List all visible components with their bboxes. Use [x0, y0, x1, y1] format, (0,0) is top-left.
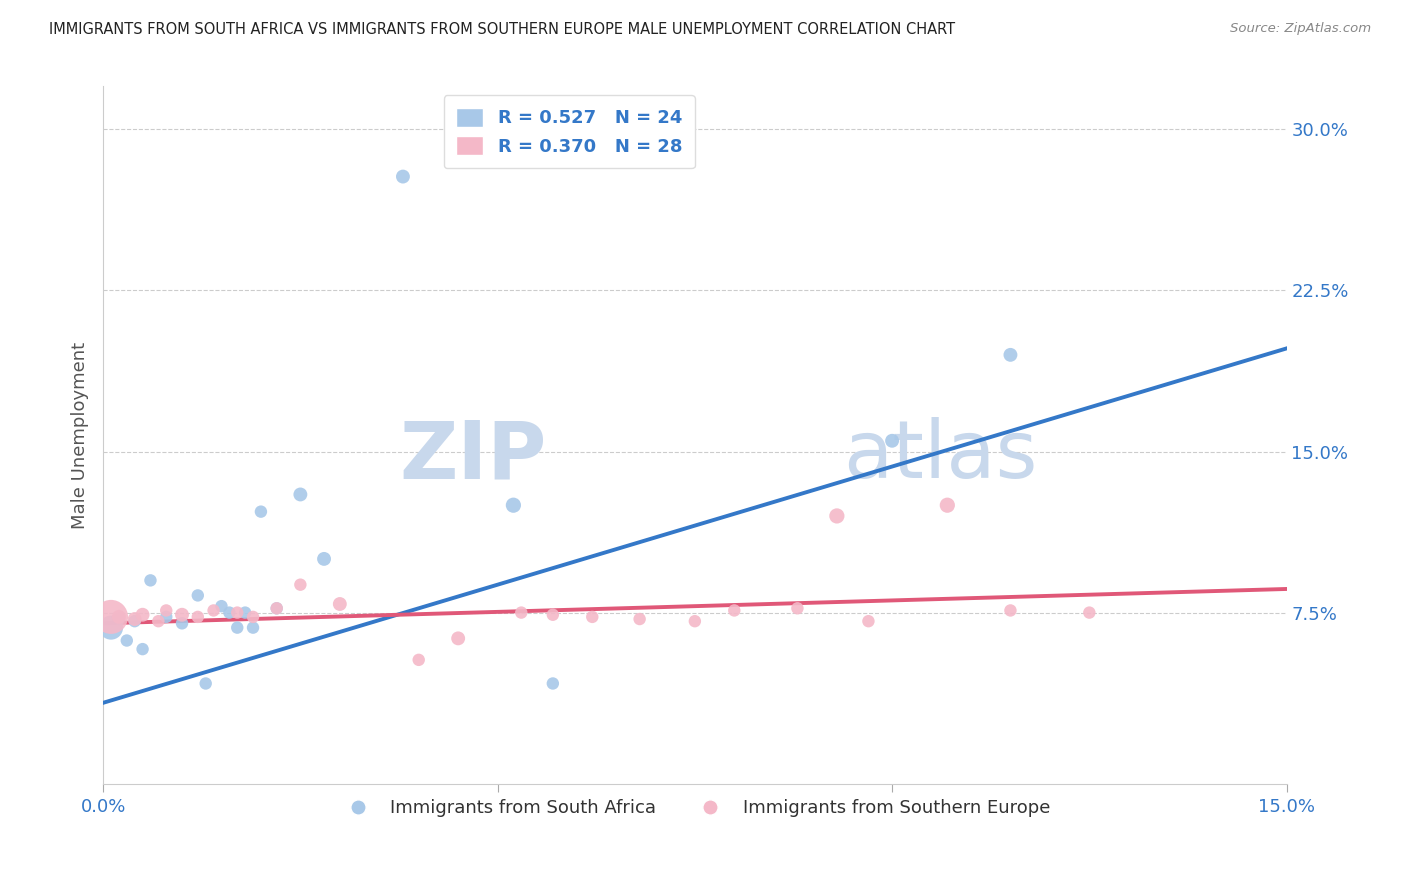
- Point: [108, 610, 131, 624]
- Point: [124, 612, 146, 626]
- Point: [226, 606, 249, 620]
- Text: atlas: atlas: [842, 417, 1038, 495]
- Point: [541, 607, 564, 622]
- Point: [148, 614, 170, 628]
- Y-axis label: Male Unemployment: Male Unemployment: [72, 342, 89, 529]
- Point: [202, 603, 225, 617]
- Point: [392, 169, 415, 184]
- Point: [250, 505, 273, 519]
- Point: [131, 607, 153, 622]
- Point: [290, 487, 312, 501]
- Point: [187, 610, 209, 624]
- Point: [266, 601, 288, 615]
- Point: [786, 601, 808, 615]
- Point: [100, 621, 122, 635]
- Point: [266, 601, 288, 615]
- Point: [290, 577, 312, 591]
- Point: [170, 607, 193, 622]
- Point: [194, 676, 217, 690]
- Legend: Immigrants from South Africa, Immigrants from Southern Europe: Immigrants from South Africa, Immigrants…: [332, 792, 1057, 824]
- Point: [242, 621, 264, 635]
- Point: [211, 599, 233, 614]
- Point: [242, 610, 264, 624]
- Point: [312, 552, 335, 566]
- Point: [155, 603, 177, 617]
- Point: [936, 498, 959, 512]
- Point: [541, 676, 564, 690]
- Point: [233, 606, 256, 620]
- Point: [155, 610, 177, 624]
- Text: IMMIGRANTS FROM SOUTH AFRICA VS IMMIGRANTS FROM SOUTHERN EUROPE MALE UNEMPLOYMEN: IMMIGRANTS FROM SOUTH AFRICA VS IMMIGRAN…: [49, 22, 955, 37]
- Point: [447, 632, 470, 646]
- Point: [858, 614, 880, 628]
- Point: [124, 614, 146, 628]
- Point: [581, 610, 603, 624]
- Text: ZIP: ZIP: [399, 417, 547, 495]
- Point: [100, 610, 122, 624]
- Point: [170, 616, 193, 631]
- Point: [880, 434, 903, 448]
- Point: [510, 606, 533, 620]
- Point: [218, 606, 240, 620]
- Point: [187, 589, 209, 603]
- Point: [502, 498, 524, 512]
- Point: [226, 621, 249, 635]
- Point: [329, 597, 352, 611]
- Point: [723, 603, 745, 617]
- Text: Source: ZipAtlas.com: Source: ZipAtlas.com: [1230, 22, 1371, 36]
- Point: [108, 612, 131, 626]
- Point: [131, 642, 153, 657]
- Point: [139, 574, 162, 588]
- Point: [628, 612, 651, 626]
- Point: [1078, 606, 1101, 620]
- Point: [1000, 603, 1022, 617]
- Point: [1000, 348, 1022, 362]
- Point: [408, 653, 430, 667]
- Point: [825, 508, 848, 523]
- Point: [683, 614, 706, 628]
- Point: [115, 633, 138, 648]
